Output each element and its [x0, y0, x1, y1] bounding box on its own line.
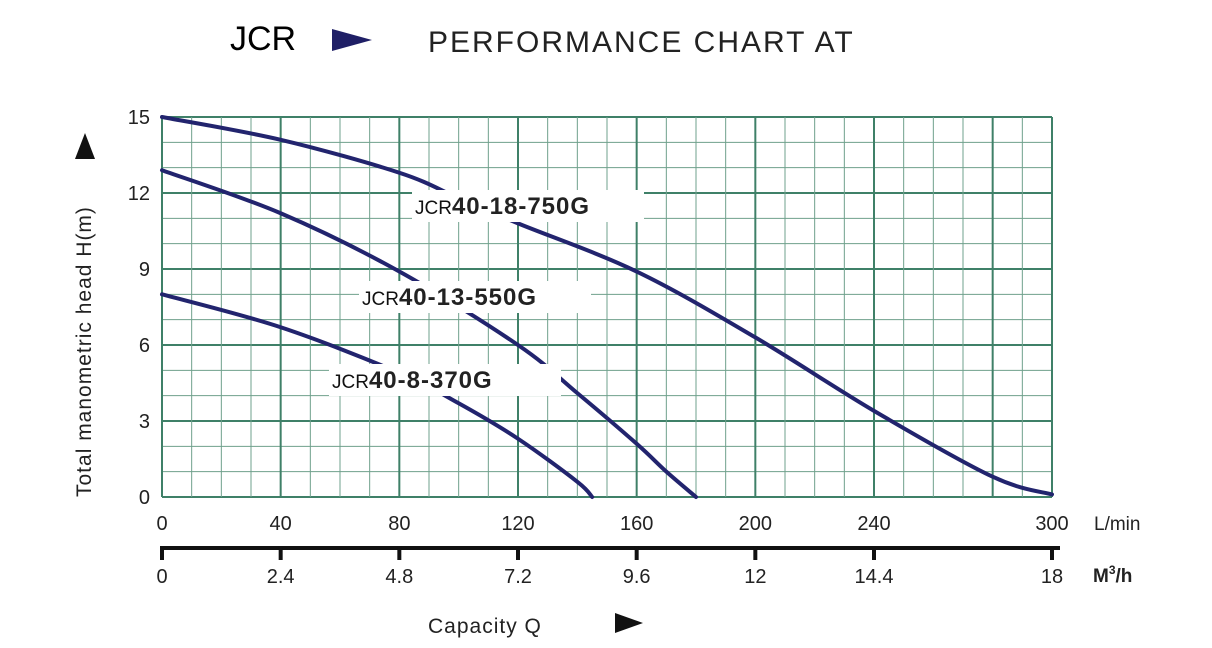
x-tick-label-m3h: 7.2	[504, 566, 532, 588]
y-tick-label: 6	[139, 335, 150, 357]
x-axis-arrow-icon	[615, 613, 643, 633]
curve-label-prefix: JCR	[415, 198, 452, 219]
x-tick-label-m3h: 0	[156, 566, 167, 588]
x-unit-m3h: M3/h	[1093, 563, 1132, 587]
curve-label-prefix: JCR	[332, 372, 369, 393]
x-tick-label-m3h: 12	[744, 566, 766, 588]
title-arrow-icon	[332, 29, 372, 51]
x-tick-label-lmin: 240	[857, 513, 890, 535]
curve-label: JCR40-8-370G	[332, 367, 493, 394]
chart-grid	[161, 116, 1053, 498]
x-tick-label-lmin: 0	[156, 513, 167, 535]
x-tick-label-lmin: 40	[270, 513, 292, 535]
curve-label: JCR40-13-550G	[362, 284, 537, 311]
x-tick-label-m3h: 2.4	[267, 566, 295, 588]
x-tick-label-m3h: 9.6	[623, 566, 651, 588]
chart-title: PERFORMANCE CHART AT	[428, 26, 855, 59]
y-tick-label: 3	[139, 411, 150, 433]
x-tick-label-lmin: 120	[501, 513, 534, 535]
x-tick-label-lmin: 80	[388, 513, 410, 535]
curve-40-13-550g	[160, 168, 698, 499]
curve-label-bg	[412, 190, 644, 222]
y-tick-label: 0	[139, 487, 150, 509]
curve-label-bg	[329, 364, 561, 396]
x-axis-ticks-lmin: 0 40 80 120 160 200 240 300	[156, 513, 1068, 535]
curve-label-bg	[359, 281, 591, 313]
curve-label-model: 40-8-370G	[369, 367, 493, 394]
curve-label-model: 40-13-550G	[399, 284, 537, 311]
y-tick-label: 9	[139, 259, 150, 281]
x-unit-m3h-sup: 3	[1109, 563, 1116, 577]
x-tick-label-lmin: 200	[739, 513, 772, 535]
chart-series-title: JCR	[230, 20, 296, 58]
x-unit-lmin: L/min	[1094, 514, 1140, 535]
x-tick-label-m3h: 14.4	[855, 566, 894, 588]
x-tick-label-lmin: 160	[620, 513, 653, 535]
y-tick-label: 15	[128, 107, 150, 129]
secondary-x-axis: 0 2.4 4.8 7.2 9.6 12 14.4 18	[156, 546, 1063, 588]
y-tick-label: 12	[128, 183, 150, 205]
curve-label-model: 40-18-750G	[452, 193, 590, 220]
curve-40-18-750g	[160, 115, 1054, 497]
y-axis-title: Total manometric head H(m)	[73, 206, 96, 497]
y-axis-arrow-icon	[75, 133, 95, 159]
y-axis-ticks: 0 3 6 9 12 15	[128, 107, 150, 509]
x-tick-label-m3h: 18	[1041, 566, 1063, 588]
curve-label-prefix: JCR	[362, 289, 399, 310]
x-axis-title: Capacity Q	[428, 615, 542, 638]
curve-label: JCR40-18-750G	[415, 193, 590, 220]
x-tick-label-m3h: 4.8	[385, 566, 413, 588]
x-tick-label-lmin: 300	[1035, 513, 1068, 535]
